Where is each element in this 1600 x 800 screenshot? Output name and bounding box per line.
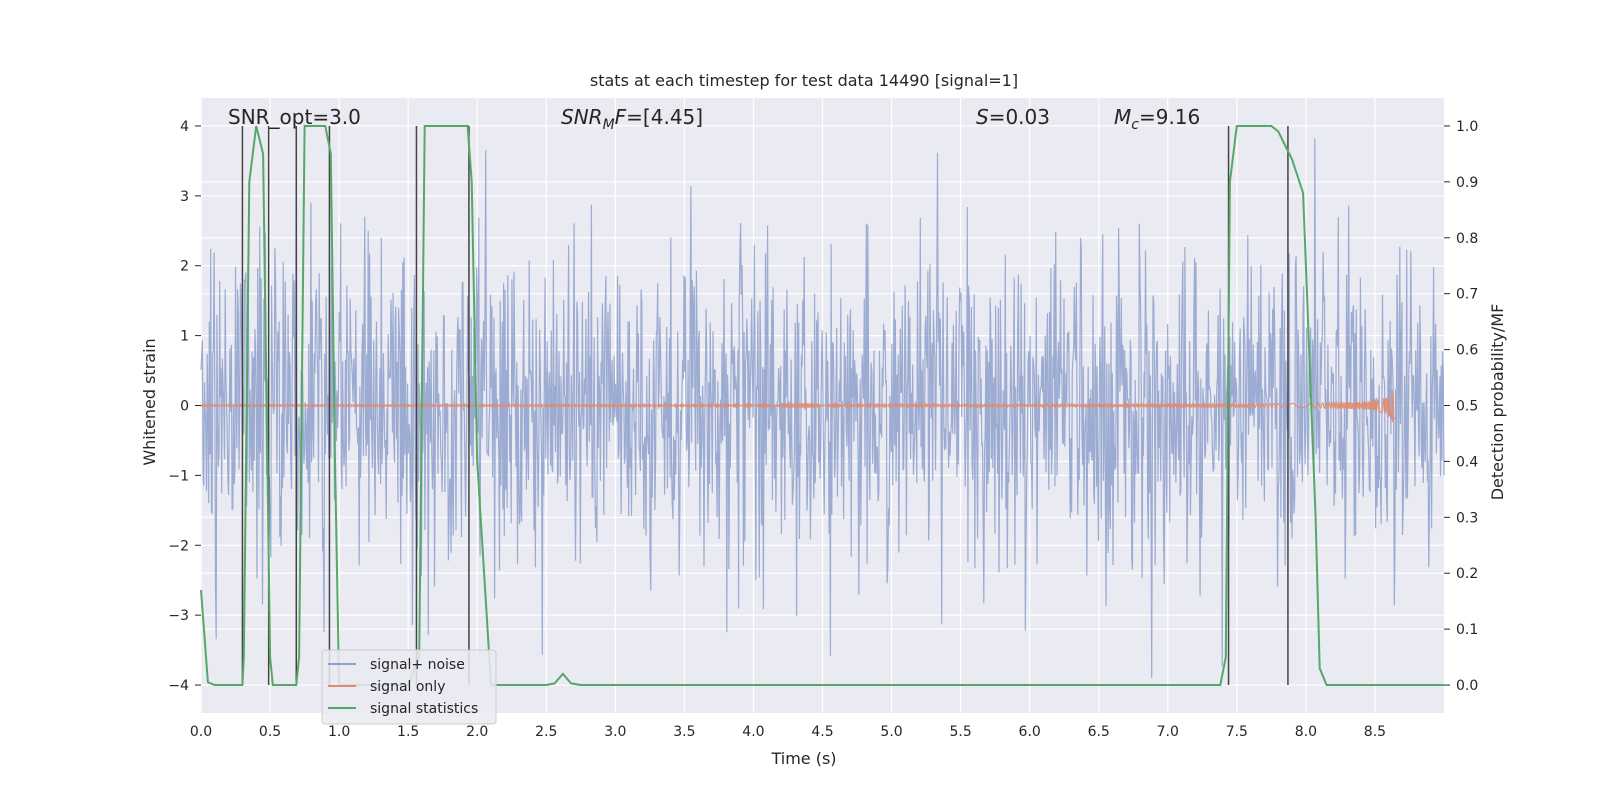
- x-tick-label: 1.0: [328, 724, 350, 740]
- y-left-tick-label: −3: [168, 608, 189, 624]
- y-left-tick-label: −1: [168, 468, 189, 484]
- signal-trace: [200, 389, 1396, 423]
- x-tick-label: 8.0: [1295, 724, 1317, 740]
- noise-trace: [200, 138, 1445, 679]
- annotation-snr-mf-base: SNR: [561, 105, 603, 129]
- legend-box: [321, 649, 497, 725]
- y-right-tick-label: 0.5: [1456, 399, 1478, 415]
- y-right-tick-label: 0.4: [1456, 454, 1478, 470]
- legend-label-signal-noise: signal+ noise: [370, 657, 465, 673]
- y-right-tick-label: 0.6: [1456, 343, 1478, 359]
- y-right-tick-label: 0.0: [1456, 678, 1478, 694]
- annotation-snr-opt: SNR_opt=3.0: [228, 105, 361, 129]
- y-left-tick-label: 3: [180, 189, 189, 205]
- x-tick-label: 0.0: [190, 724, 212, 740]
- annotation-snr-mf-rest: =[4.45]: [626, 105, 703, 129]
- annotation-snr-mf: SNRMF=[4.45]: [561, 105, 703, 133]
- y-left-tick-label: 1: [180, 329, 189, 345]
- annotation-snr-mf-sub: M: [603, 117, 615, 133]
- annotation-mc-sym: M: [1114, 105, 1131, 129]
- annotation-mc-sub: c: [1131, 117, 1139, 133]
- y-right-tick-label: 0.2: [1456, 566, 1478, 582]
- legend: signal+ noise signal only signal statist…: [321, 649, 497, 725]
- x-tick-label: 2.5: [535, 724, 557, 740]
- x-tick-label: 3.5: [673, 724, 695, 740]
- y-axis-left-ticks: −4 −3 −2 −1 0 1 2 3 4: [168, 119, 201, 694]
- annotation-snr-mf-rest-f: F: [615, 105, 627, 129]
- x-tick-label: 0.5: [259, 724, 281, 740]
- statistics-trace: [200, 125, 1444, 686]
- y-left-tick-label: 4: [180, 119, 189, 135]
- y-left-tick-label: −2: [168, 538, 189, 554]
- y-right-tick-label: 0.3: [1456, 510, 1478, 526]
- x-axis-ticks: 0.0 0.5 1.0 1.5 2.0 2.5 3.0 3.5 4.0 4.5 5.0 5.5 6.0 6…: [190, 724, 1386, 740]
- x-tick-label: 2.0: [466, 724, 488, 740]
- x-tick-label: 3.0: [604, 724, 626, 740]
- annotation-mc-rest: =9.16: [1139, 105, 1200, 129]
- annotation-s-sym: S: [976, 105, 989, 129]
- plot-area: [200, 98, 1445, 713]
- series-signal-only: [200, 389, 1396, 423]
- y-axis-left-label: Whitened strain: [140, 338, 159, 465]
- y-right-tick-label: 0.1: [1456, 622, 1478, 638]
- series-signal-noise: [200, 138, 1445, 679]
- y-axis-right-ticks: 0.0 0.1 0.2 0.3 0.4 0.5 0.6 0.7 0.8 0.9 1.0: [1444, 119, 1478, 694]
- x-axis-label: Time (s): [770, 749, 836, 768]
- x-tick-label: 4.0: [742, 724, 764, 740]
- y-right-tick-label: 0.8: [1456, 231, 1478, 247]
- x-tick-label: 5.5: [949, 724, 971, 740]
- x-tick-label: 7.5: [1226, 724, 1248, 740]
- x-tick-label: 1.5: [397, 724, 419, 740]
- y-left-tick-label: 0: [180, 399, 189, 415]
- y-right-tick-label: 0.7: [1456, 287, 1478, 303]
- x-tick-label: 6.0: [1019, 724, 1041, 740]
- y-left-tick-label: −4: [168, 678, 189, 694]
- y-left-tick-label: 2: [180, 259, 189, 275]
- y-right-tick-label: 1.0: [1456, 119, 1478, 135]
- annotation-mc: Mc=9.16: [1114, 105, 1200, 133]
- annotation-s: S=0.03: [976, 105, 1050, 129]
- x-tick-label: 7.0: [1157, 724, 1179, 740]
- legend-label-signal-statistics: signal statistics: [370, 701, 478, 717]
- chart-title: stats at each timestep for test data 144…: [590, 71, 1018, 90]
- series-signal-statistics: [200, 125, 1444, 686]
- x-tick-label: 8.5: [1364, 724, 1386, 740]
- y-right-tick-label: 0.9: [1456, 175, 1478, 191]
- x-tick-label: 5.0: [880, 724, 902, 740]
- y-axis-right-label: Detection probability/MF: [1488, 304, 1507, 501]
- x-tick-label: 4.5: [811, 724, 833, 740]
- x-tick-label: 6.5: [1088, 724, 1110, 740]
- legend-label-signal-only: signal only: [370, 679, 445, 695]
- annotation-s-rest: =0.03: [989, 105, 1050, 129]
